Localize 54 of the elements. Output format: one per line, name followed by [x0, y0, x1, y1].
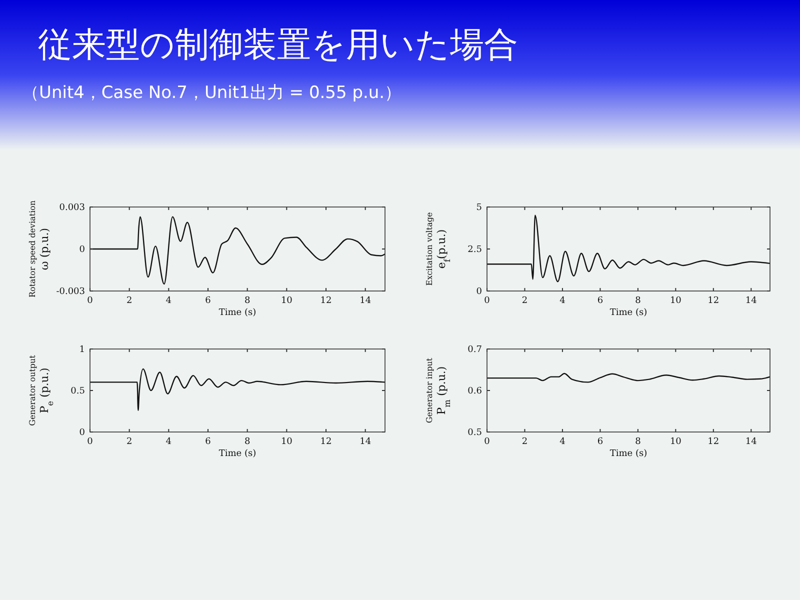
x-tick-label: 12 [708, 296, 720, 306]
x-tick-label: 8 [635, 437, 642, 447]
y-tick-label: 0 [79, 428, 86, 438]
x-tick-label: 0 [484, 437, 490, 447]
y-axis-title: Rotator speed deviation ω (p.u.) [28, 200, 51, 298]
y-tick-label: 0 [79, 245, 86, 255]
x-tick-label: 4 [560, 437, 566, 447]
x-tick-label: 4 [166, 437, 172, 447]
x-tick-label: 14 [360, 296, 372, 306]
line-series [486, 372, 771, 383]
x-tick-label: 12 [708, 437, 720, 447]
x-axis-title: Time (s) [218, 449, 256, 459]
y-tick-label: 2.5 [468, 245, 482, 255]
x-tick-label: 10 [280, 296, 293, 306]
x-tick-label: 14 [745, 437, 758, 447]
line-series [89, 368, 386, 412]
x-tick-label: 14 [745, 296, 758, 306]
y-tick-label: 0 [476, 287, 482, 297]
y-tick-label: 5 [476, 203, 482, 213]
x-tick-label: 2 [126, 296, 132, 306]
x-tick-label: 0 [484, 296, 490, 306]
x-tick-label: 0 [87, 296, 94, 306]
x-axis-title: Time (s) [610, 449, 648, 459]
x-tick-label: 8 [244, 437, 250, 447]
x-tick-label: 6 [597, 296, 604, 306]
x-tick-label: 6 [205, 437, 212, 447]
y-tick-label: 1 [79, 345, 85, 355]
y-tick-label: 0.7 [468, 345, 482, 355]
x-tick-label: 10 [670, 296, 682, 306]
x-axis-title: Time (s) [610, 308, 648, 318]
y-tick-label: 0.5 [70, 386, 86, 396]
y-tick-label: 0.6 [468, 386, 482, 396]
x-tick-label: 12 [320, 437, 332, 447]
x-tick-label: 10 [280, 437, 293, 447]
y-tick-label: 0.5 [468, 428, 482, 438]
x-tick-label: 2 [126, 437, 132, 447]
y-tick-label: 0.003 [59, 203, 86, 213]
line-series [486, 214, 771, 282]
x-tick-label: 4 [560, 296, 566, 306]
x-tick-label: 6 [597, 437, 604, 447]
x-tick-label: 6 [205, 296, 212, 306]
x-tick-label: 4 [166, 296, 172, 306]
x-tick-label: 2 [522, 296, 528, 306]
chart-subtitle: （Unit4，Case No.7，Unit1出力 = 0.55 p.u.） [22, 83, 402, 103]
x-tick-label: 14 [360, 437, 372, 447]
x-tick-label: 0 [87, 437, 94, 447]
x-tick-label: 10 [670, 437, 682, 447]
y-tick-label: -0.003 [56, 287, 86, 297]
x-tick-label: 12 [320, 296, 332, 306]
chart-title: 従来型の制御装置を用いた場合 [38, 25, 518, 65]
x-tick-label: 8 [244, 296, 250, 306]
x-tick-label: 8 [635, 296, 642, 306]
x-axis-title: Time (s) [218, 308, 256, 318]
x-tick-label: 2 [522, 437, 528, 447]
